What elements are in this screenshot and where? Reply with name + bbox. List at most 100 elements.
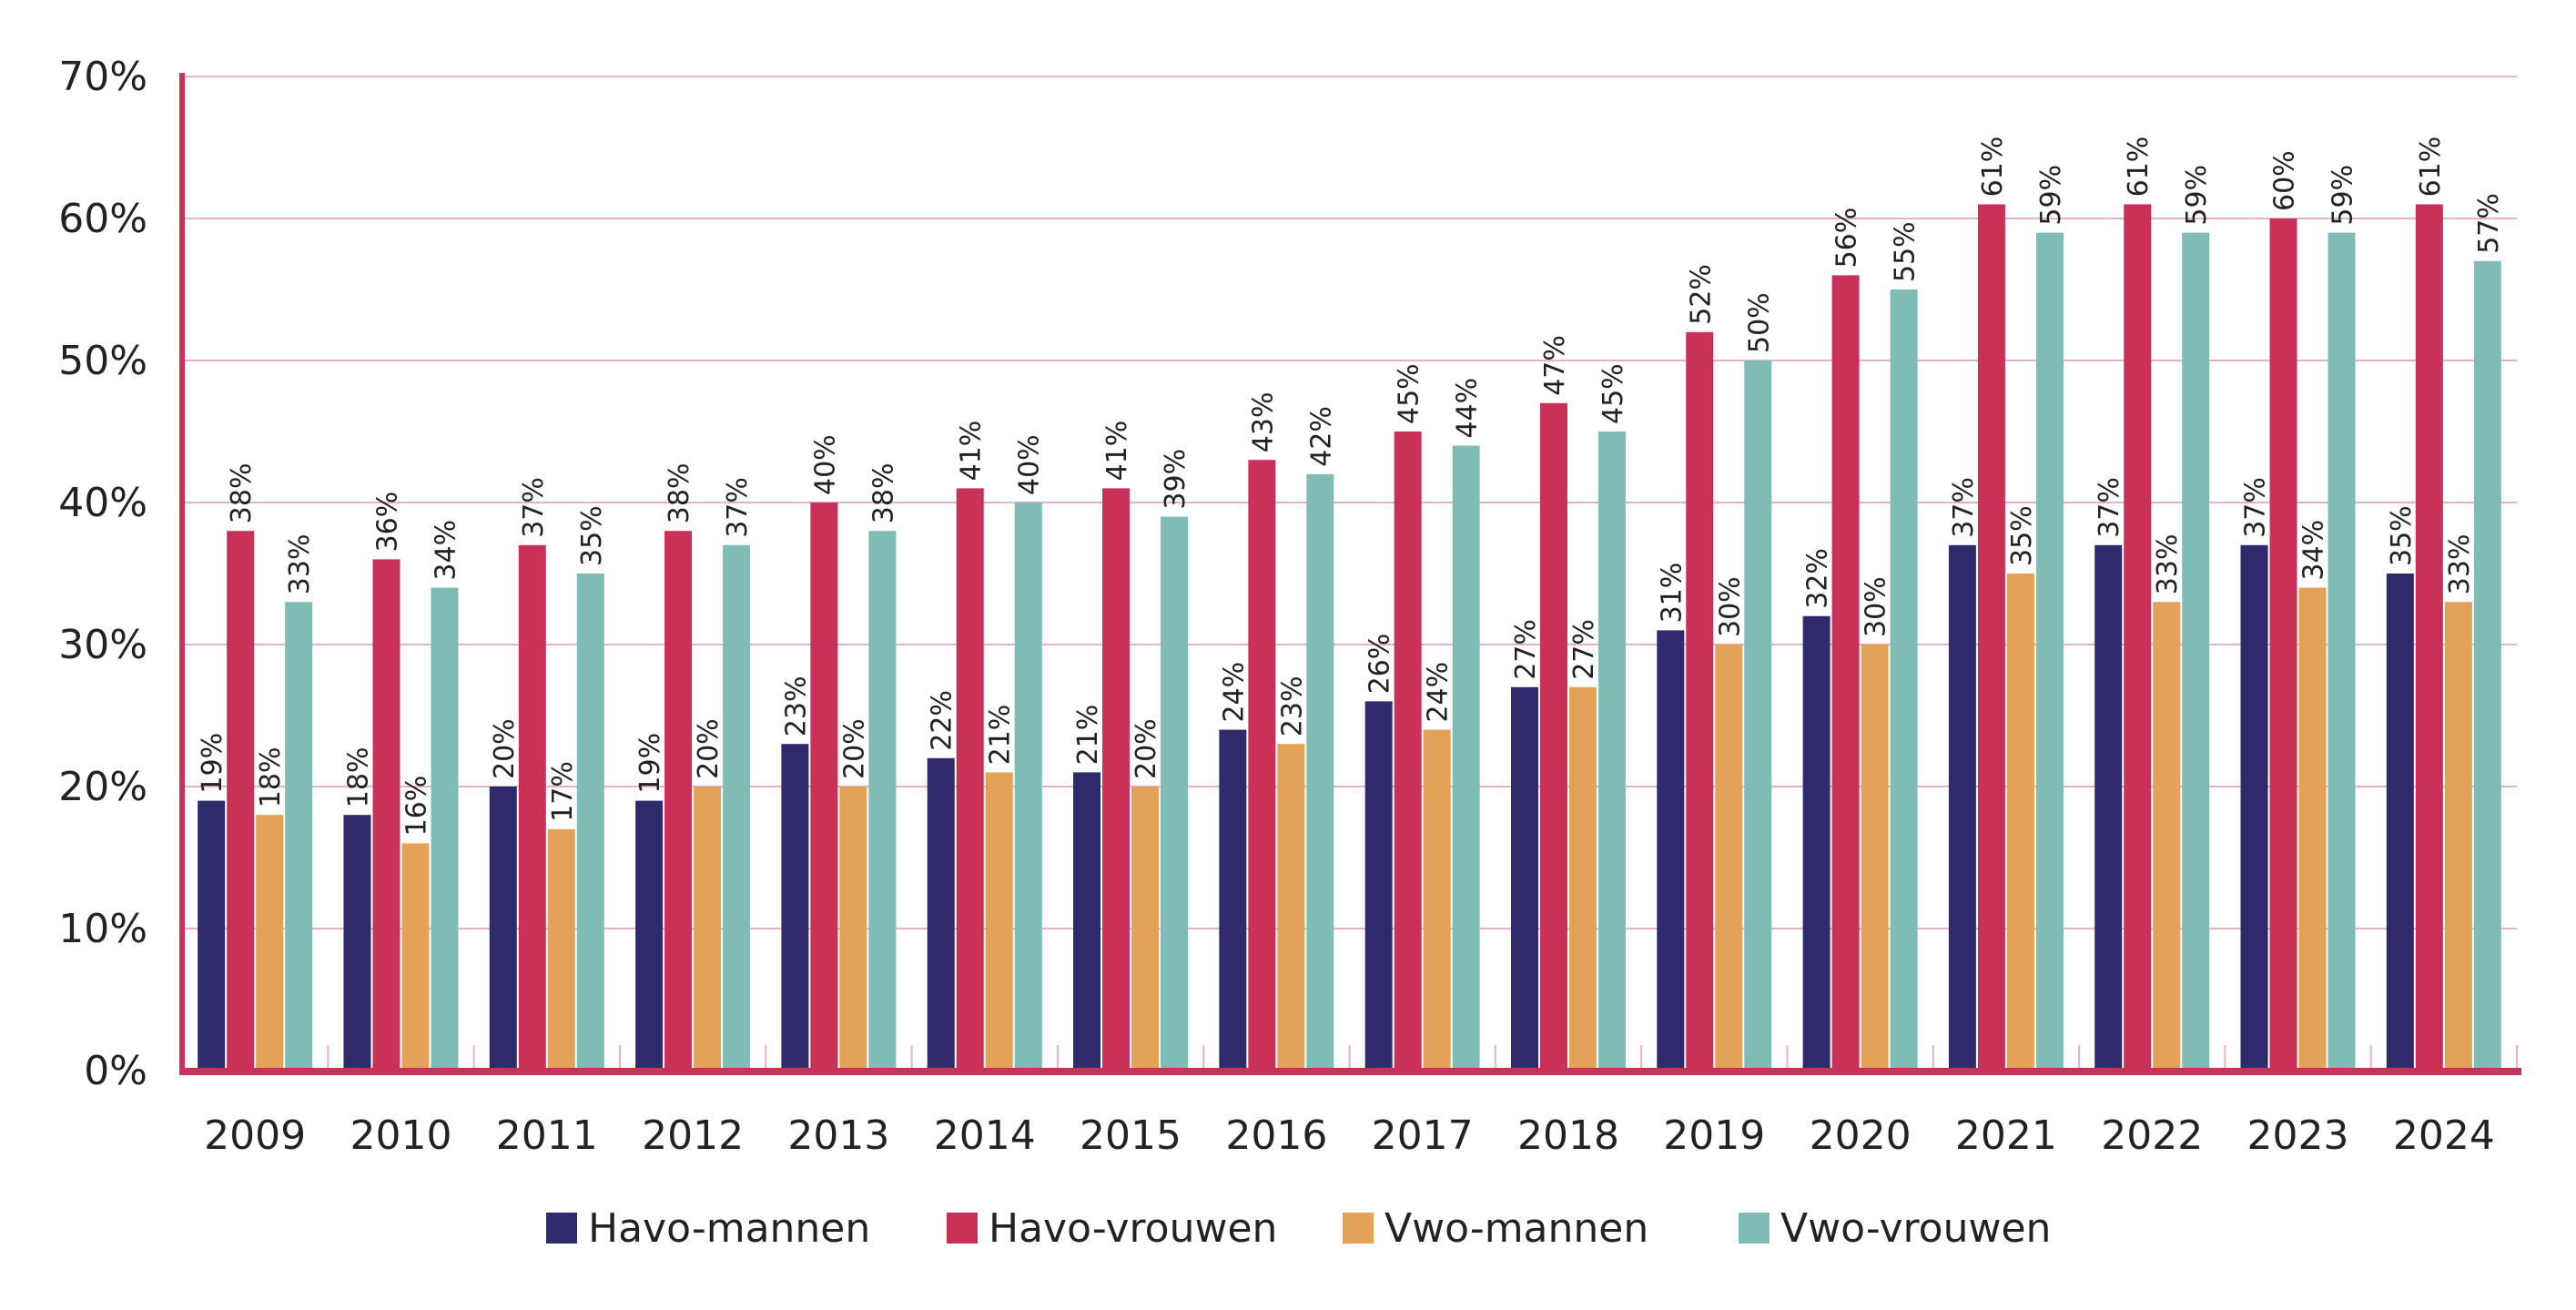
data-label: 38%: [867, 463, 899, 524]
bar-vwo-mannen-2010: [401, 843, 430, 1071]
data-label: 20%: [489, 718, 521, 779]
data-label: 40%: [809, 434, 841, 495]
data-label: 35%: [576, 505, 608, 566]
bar-havo-mannen-2013: [781, 744, 809, 1071]
x-tick-label: 2012: [642, 1112, 744, 1159]
bar-havo-mannen-2024: [2386, 574, 2414, 1071]
data-label: 19%: [634, 733, 666, 794]
bar-vwo-mannen-2016: [1277, 744, 1305, 1071]
data-label: 34%: [2298, 520, 2330, 581]
data-label: 37%: [1948, 477, 1980, 538]
bar-vwo-mannen-2011: [547, 828, 575, 1071]
bar-havo-mannen-2019: [1657, 630, 1685, 1071]
x-tick-label: 2013: [787, 1112, 889, 1159]
bar-havo-mannen-2018: [1510, 686, 1538, 1071]
data-label: 33%: [2152, 534, 2184, 595]
bar-vwo-vrouwen-2021: [2035, 232, 2064, 1071]
y-tick-label: 0%: [84, 1048, 147, 1094]
bar-havo-vrouwen-2021: [1977, 204, 2005, 1071]
data-label: 37%: [518, 477, 550, 538]
legend: Havo-mannen Havo-vrouwen Vwo-mannen Vwo-vro…: [546, 1205, 2051, 1252]
y-tick-label: 60%: [58, 196, 147, 242]
bar-vwo-mannen-2015: [1131, 787, 1160, 1071]
data-label: 35%: [2006, 505, 2038, 566]
data-label: 55%: [1890, 221, 1922, 282]
data-label: 22%: [927, 690, 958, 751]
data-label: 33%: [2444, 534, 2476, 595]
bar-havo-mannen-2020: [1802, 615, 1831, 1071]
bar-vwo-mannen-2013: [839, 787, 867, 1071]
bar-havo-mannen-2011: [489, 787, 517, 1071]
data-label: 45%: [1394, 363, 1425, 424]
data-label: 21%: [1072, 705, 1104, 766]
data-label: 60%: [2269, 150, 2301, 211]
data-labels: 19% 38% 18% 33% 18% 36% 16% 34% 20% 37% 17% 35% 19% 3…: [197, 137, 2505, 837]
data-label: 18%: [342, 747, 374, 808]
bar-havo-vrouwen-2022: [2124, 204, 2152, 1071]
legend-label: Havo-vrouwen: [989, 1205, 1277, 1252]
data-label: 20%: [1131, 718, 1162, 779]
bar-vwo-vrouwen-2024: [2473, 260, 2501, 1071]
bar-vwo-mannen-2019: [1715, 645, 1743, 1071]
bars: [198, 204, 2501, 1071]
data-label: 20%: [838, 718, 870, 779]
data-label: 50%: [1743, 292, 1775, 353]
data-label: 39%: [1160, 449, 1192, 510]
bar-havo-mannen-2010: [343, 815, 371, 1071]
data-label: 27%: [1510, 619, 1542, 680]
bar-havo-vrouwen-2013: [810, 503, 838, 1071]
x-tick-label: 2023: [2247, 1112, 2349, 1159]
gridlines: [182, 76, 2518, 1071]
data-label: 24%: [1423, 662, 1455, 723]
data-label: 35%: [2386, 505, 2418, 566]
bar-havo-mannen-2014: [927, 757, 955, 1071]
bar-havo-mannen-2015: [1073, 772, 1101, 1071]
bar-havo-mannen-2022: [2094, 544, 2123, 1071]
y-tick-label: 50%: [58, 338, 147, 384]
data-label: 37%: [2240, 477, 2272, 538]
data-label: 21%: [985, 705, 1017, 766]
y-tick-label: 40%: [58, 480, 147, 526]
data-label: 30%: [1714, 576, 1746, 637]
bar-vwo-vrouwen-2011: [576, 574, 604, 1071]
bar-vwo-mannen-2009: [256, 815, 284, 1071]
bar-vwo-vrouwen-2017: [1452, 445, 1480, 1071]
x-axis-ticks: 2009 2010 2011 2012 2013 2014 2015 2016 2017 2018…: [204, 1112, 2495, 1159]
bar-havo-mannen-2017: [1364, 701, 1393, 1071]
data-label: 59%: [2035, 165, 2067, 226]
data-label: 38%: [664, 463, 695, 524]
data-label: 37%: [2094, 477, 2125, 538]
x-tick-label: 2014: [934, 1112, 1036, 1159]
bar-vwo-vrouwen-2013: [868, 531, 897, 1071]
legend-label: Vwo-vrouwen: [1780, 1205, 2051, 1252]
data-label: 38%: [226, 463, 258, 524]
bar-vwo-vrouwen-2014: [1014, 503, 1042, 1071]
y-tick-label: 30%: [58, 622, 147, 668]
y-tick-label: 10%: [58, 906, 147, 952]
bar-vwo-mannen-2014: [985, 772, 1013, 1071]
bar-vwo-vrouwen-2023: [2328, 232, 2356, 1071]
bar-vwo-vrouwen-2016: [1306, 473, 1334, 1071]
bar-havo-mannen-2021: [1948, 544, 1976, 1071]
bar-vwo-vrouwen-2010: [431, 587, 459, 1071]
legend-swatch-havo-mannen: [546, 1213, 577, 1244]
legend-swatch-vwo-mannen: [1343, 1213, 1374, 1244]
data-label: 42%: [1305, 406, 1337, 467]
data-label: 32%: [1802, 548, 1834, 609]
bar-vwo-mannen-2017: [1423, 729, 1451, 1071]
bar-havo-mannen-2016: [1219, 729, 1247, 1071]
bar-havo-vrouwen-2014: [956, 488, 984, 1071]
data-label: 61%: [2415, 137, 2447, 198]
data-label: 34%: [430, 520, 461, 581]
bar-vwo-vrouwen-2018: [1597, 432, 1626, 1071]
y-axis-ticks: 0% 10% 20% 30% 40% 50% 60% 70%: [58, 54, 147, 1094]
data-label: 40%: [1014, 434, 1046, 495]
x-tick-label: 2022: [2101, 1112, 2203, 1159]
data-label: 41%: [956, 421, 988, 482]
bar-vwo-vrouwen-2022: [2182, 232, 2210, 1071]
legend-swatch-havo-vrouwen: [947, 1213, 978, 1244]
data-label: 20%: [693, 718, 725, 779]
legend-swatch-vwo-vrouwen: [1739, 1213, 1770, 1244]
legend-label: Havo-mannen: [588, 1205, 870, 1252]
